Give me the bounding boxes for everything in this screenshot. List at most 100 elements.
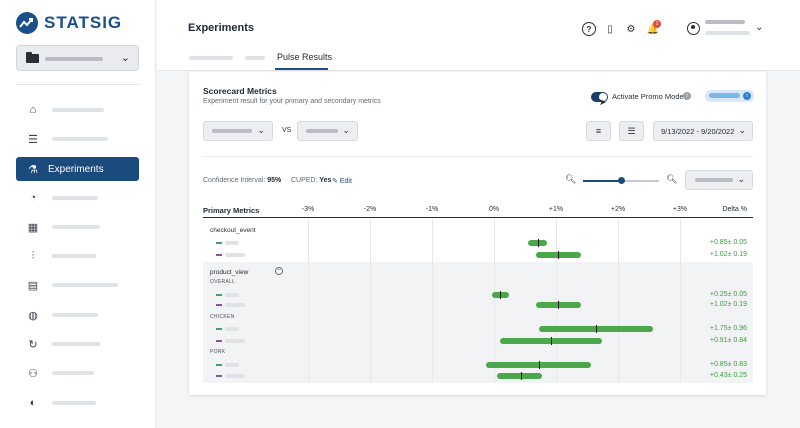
- collapse-icon[interactable]: −: [275, 267, 283, 275]
- zoom-slider-handle[interactable]: [618, 177, 625, 184]
- zoom-out-icon[interactable]: 🔍︎: [565, 174, 577, 184]
- zoom-slider-fill: [583, 180, 619, 182]
- notification-badge: 1: [653, 20, 661, 28]
- tab-pulse-results[interactable]: Pulse Results: [277, 52, 333, 62]
- project-selector[interactable]: ⌄: [16, 45, 139, 71]
- help-icon[interactable]: ?: [582, 22, 596, 36]
- variant-name-placeholder: [225, 241, 239, 245]
- bell-icon[interactable]: 🔔: [646, 23, 660, 35]
- sidebar-item-home[interactable]: ⌂: [16, 98, 139, 122]
- delta-value: +0.85± 0.05: [709, 239, 747, 246]
- sidebar-item-label: Experiments: [48, 163, 104, 175]
- edit-button[interactable]: ✎ Edit: [332, 177, 352, 185]
- sidebar-item-globe[interactable]: ◍: [16, 303, 139, 327]
- book-icon[interactable]: ▯: [607, 23, 613, 35]
- promo-mode-label: Activate Promo Mode: [612, 92, 684, 101]
- subgroup-label: PORK: [210, 349, 226, 355]
- variant-legend-line: [216, 294, 222, 296]
- sidebar-item-configs[interactable]: ☰: [16, 127, 139, 151]
- layers-icon: ▤: [27, 279, 39, 292]
- filter-icon: ☰: [627, 125, 636, 136]
- sidebar-item-events[interactable]: ⫶: [16, 244, 139, 268]
- grid-line: [308, 219, 309, 383]
- sidebar-item-experiments[interactable]: ⚗ Experiments: [16, 157, 139, 181]
- pill-placeholder: [709, 93, 740, 98]
- ci-bar[interactable]: [497, 373, 542, 379]
- top-header: Experiments Pulse Results ? ▯ ⚙ 🔔 1 ⌄: [157, 0, 800, 71]
- metric-name[interactable]: checkout_event: [210, 227, 256, 234]
- control-group-select[interactable]: ⌄: [203, 121, 273, 141]
- sidebar-item-users[interactable]: ⚇: [16, 361, 139, 385]
- variant-legend-line: [216, 364, 222, 366]
- pencil-icon: ✎: [332, 178, 338, 185]
- filter-button[interactable]: ☰: [619, 121, 644, 141]
- waveform-icon: ⫶: [31, 249, 35, 262]
- axis-tick-label: -3%: [301, 206, 315, 213]
- sidebar-item-compass[interactable]: ◐: [16, 391, 139, 415]
- ci-info: Confidence Interval: 95% CUPED: Yes: [203, 177, 331, 184]
- test-group-select[interactable]: ⌄: [297, 121, 358, 141]
- variant-legend-line: [216, 304, 222, 306]
- chevron-down-icon[interactable]: ⌄: [755, 22, 764, 33]
- edit-label: Edit: [339, 178, 352, 185]
- info-icon[interactable]: i: [683, 92, 691, 100]
- scorecard-card: Scorecard Metrics Experiment result for …: [189, 72, 766, 395]
- ci-bar[interactable]: [528, 240, 547, 246]
- sort-button[interactable]: ≡: [586, 121, 611, 141]
- variant-legend-line: [216, 242, 222, 244]
- sort-icon: ≡: [595, 126, 602, 136]
- statsig-logo-icon: [16, 12, 38, 34]
- promo-mode-toggle[interactable]: [591, 92, 608, 102]
- sidebar-item-grid[interactable]: ▦: [16, 215, 139, 239]
- gear-icon[interactable]: ⚙: [626, 23, 636, 35]
- user-name-placeholder: [705, 20, 745, 24]
- user-icon[interactable]: [687, 22, 700, 35]
- user-email-placeholder: [705, 31, 750, 35]
- logo[interactable]: STATSIG: [16, 12, 122, 34]
- sidebar-item-gauge[interactable]: ◔: [16, 186, 139, 210]
- sidebar-item-placeholder: [52, 137, 108, 141]
- sidebar-item-cycle[interactable]: ↻: [16, 332, 139, 356]
- grid-icon: ▦: [27, 221, 39, 234]
- ci-bar[interactable]: [539, 326, 654, 332]
- axis-tick-label: -1%: [425, 206, 439, 213]
- variant-legend-line: [216, 328, 222, 330]
- date-range-label: 9/13/2022 - 9/20/2022: [661, 127, 735, 136]
- metrics-table-header: Primary Metrics -3% -2% -1% 0% +1% +2% +…: [203, 206, 753, 218]
- variant-name-placeholder: [225, 327, 239, 331]
- sidebar-item-layers[interactable]: ▤: [16, 273, 139, 297]
- chevron-down-icon: ⌄: [737, 174, 745, 184]
- ci-value: 95%: [267, 177, 282, 184]
- axis-tick-label: +1%: [548, 206, 564, 213]
- ci-mean-marker: [538, 239, 540, 247]
- subgroup-label: OVERALL: [210, 279, 236, 285]
- sidebar-item-placeholder: [52, 196, 98, 200]
- ci-mean-marker: [538, 361, 540, 369]
- tab-placeholder-1[interactable]: [189, 56, 233, 60]
- variant-name-placeholder: [225, 339, 245, 343]
- scorecard-subtitle: Experiment result for your primary and s…: [203, 98, 381, 105]
- sidebar-item-placeholder: [52, 225, 100, 229]
- grid-line: [432, 219, 433, 383]
- delta-value: +0.25± 0.05: [709, 291, 747, 298]
- status-pill[interactable]: i: [705, 90, 754, 102]
- ci-mean-marker: [520, 372, 522, 380]
- tab-placeholder-2[interactable]: [245, 56, 265, 60]
- delta-header: Delta %: [722, 206, 747, 213]
- folder-icon: [26, 52, 39, 63]
- product-view-group: [203, 262, 753, 383]
- zoom-in-icon[interactable]: 🔍︎: [666, 174, 678, 184]
- primary-metrics-heading: Primary Metrics: [203, 206, 260, 215]
- date-range-button[interactable]: 9/13/2022 - 9/20/2022 ⌄: [653, 121, 753, 141]
- chevron-down-icon: ⌄: [738, 125, 746, 135]
- variant-name-placeholder: [225, 363, 239, 367]
- metric-name[interactable]: product_view: [210, 269, 249, 276]
- cuped-label: CUPED:: [290, 177, 318, 184]
- delta-value: +0.85± 0.83: [709, 361, 747, 368]
- view-select[interactable]: ⌄: [685, 170, 753, 190]
- variant-legend-line: [216, 340, 222, 342]
- ci-mean-marker: [596, 325, 598, 333]
- sidebar-item-placeholder: [52, 283, 118, 287]
- project-name-placeholder: [45, 57, 103, 61]
- grid-line: [494, 219, 495, 383]
